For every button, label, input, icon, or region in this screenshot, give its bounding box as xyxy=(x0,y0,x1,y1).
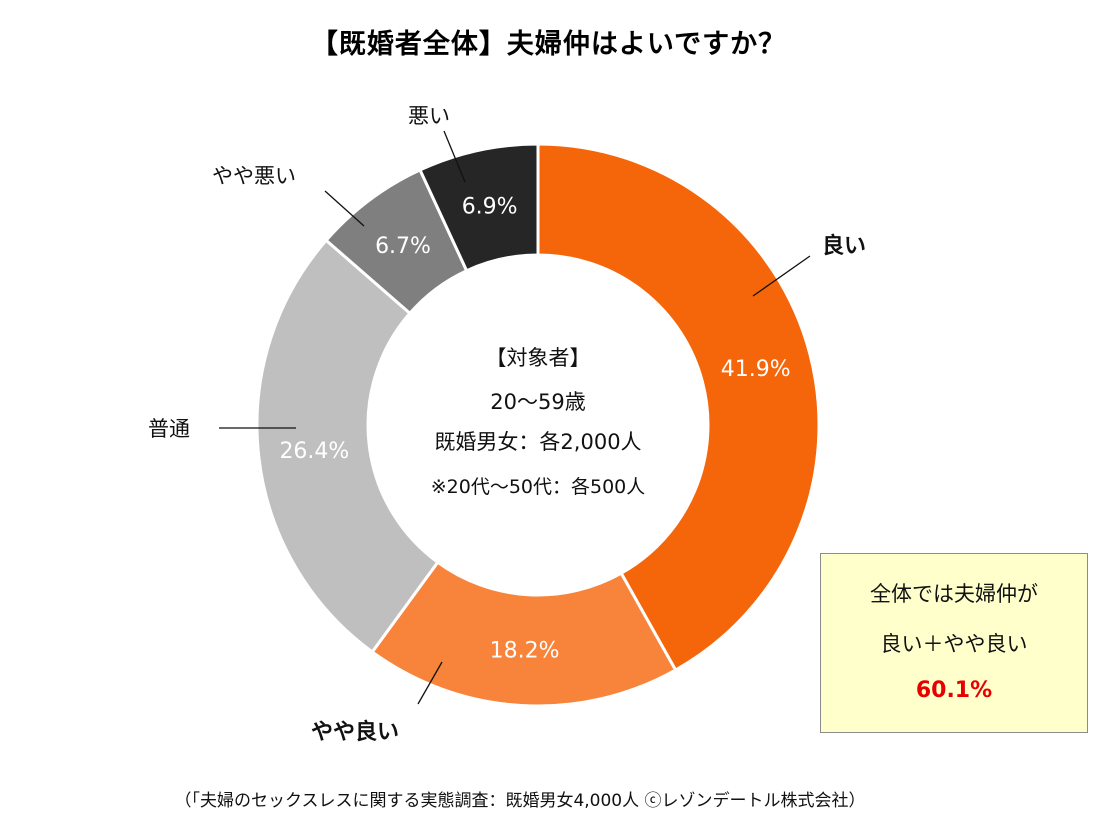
summary-line-1: 全体では夫婦仲が xyxy=(870,582,1038,606)
slice-somewhat-good xyxy=(370,560,678,708)
summary-line-2: 良い＋やや良い xyxy=(880,632,1028,656)
chart-title: 【既婚者全体】夫婦仲はよいですか？ xyxy=(310,29,787,60)
center-text-line-1: 【対象者】 xyxy=(486,346,591,370)
value-label-somewhat-bad: 6.7% xyxy=(375,234,431,259)
slice-bad xyxy=(418,142,540,273)
center-text-line-2: 20～59歳 xyxy=(490,390,585,414)
source-note: （「夫婦のセックスレスに関する実態調査：既婚男女4,000人 ⓒレゾンデートル株… xyxy=(174,791,866,811)
category-label-good: 良い xyxy=(822,233,866,259)
value-label-normal: 26.4% xyxy=(279,439,349,464)
category-label-somewhat-bad: やや悪い xyxy=(212,164,296,188)
slice-normal xyxy=(255,238,440,655)
value-label-good: 41.9% xyxy=(721,357,791,382)
category-label-normal: 普通 xyxy=(148,417,190,441)
value-label-somewhat-good: 18.2% xyxy=(490,639,560,664)
center-text-line-4: ※20代～50代：各500人 xyxy=(431,476,646,498)
value-label-bad: 6.9% xyxy=(462,194,518,219)
summary-total-percent: 60.1% xyxy=(915,678,993,703)
summary-box: 全体では夫婦仲が 良い＋やや良い 60.1% xyxy=(820,553,1088,733)
category-label-bad: 悪い xyxy=(408,104,450,128)
slice-good xyxy=(536,142,821,673)
leader-line-bad xyxy=(443,130,466,183)
category-label-somewhat-good: やや良い xyxy=(311,719,399,745)
leader-line-good xyxy=(752,255,811,297)
leader-line-somewhat-good xyxy=(417,661,443,705)
leader-line-somewhat-bad xyxy=(324,190,365,227)
center-text-line-3: 既婚男女：各2,000人 xyxy=(434,430,641,454)
